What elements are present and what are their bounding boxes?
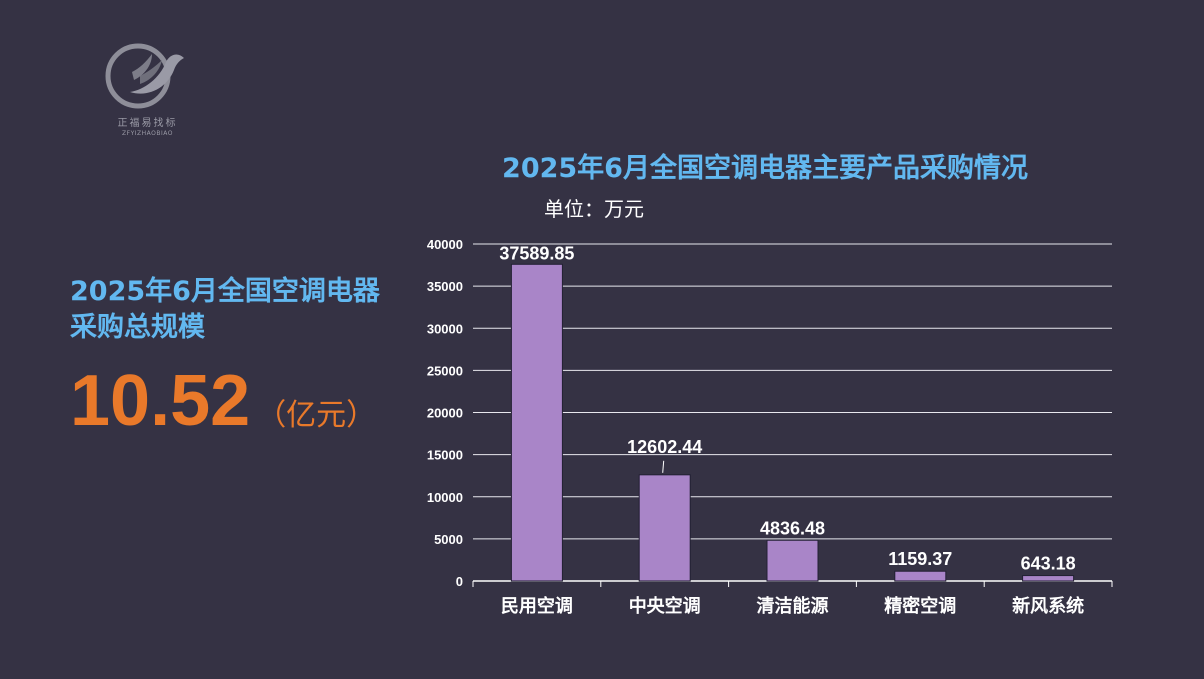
y-tick-label: 10000	[427, 490, 463, 505]
data-label: 1159.37	[888, 549, 952, 569]
total-scale-title-line2: 采购总规模	[70, 312, 205, 343]
data-label-leader	[662, 460, 665, 473]
logo-chinese-name: 正福易找标	[117, 118, 178, 129]
data-label: 4836.48	[760, 518, 825, 538]
y-tick-label: 5000	[434, 532, 463, 547]
logo: 正福易找标 ZFYIZHAOBIAO	[100, 40, 195, 140]
bar-5	[1022, 575, 1075, 582]
y-tick-label: 0	[456, 574, 463, 589]
y-tick-label: 35000	[427, 279, 463, 294]
bar-1	[510, 263, 563, 582]
total-unit: （亿元）	[256, 398, 377, 433]
bar-chart: 0 5000 10000 15000 20000 25000 30000 35000 40000…	[427, 237, 1113, 616]
bar-2	[638, 474, 691, 582]
data-label: 37589.85	[499, 243, 574, 263]
chart-title: 2025年6月全国空调电器主要产品采购情况	[502, 153, 1028, 184]
category-label: 中央空调	[629, 595, 701, 616]
total-scale-title-line1: 2025年6月全国空调电器	[70, 276, 380, 307]
y-tick-label: 40000	[427, 237, 463, 252]
category-label: 民用空调	[501, 595, 573, 616]
category-label: 清洁能源	[757, 595, 829, 616]
eagle-logo-icon	[105, 43, 184, 109]
category-label: 新风系统	[1012, 595, 1084, 616]
y-tick-label: 30000	[427, 321, 463, 336]
total-scale-title: 2025年6月全国空调电器 采购总规模	[70, 274, 380, 346]
y-tick-label: 25000	[427, 363, 463, 378]
y-tick-label: 20000	[427, 406, 463, 421]
data-label: 643.18	[1021, 554, 1076, 574]
bar-3	[766, 539, 819, 582]
bar-4	[894, 570, 947, 582]
total-amount: 10.52 （亿元）	[70, 360, 376, 442]
total-value: 10.52	[70, 361, 251, 441]
y-tick-label: 15000	[427, 448, 463, 463]
category-label: 精密空调	[884, 595, 956, 616]
chart-unit-label: 单位：万元	[544, 197, 644, 221]
logo-english-name: ZFYIZHAOBIAO	[122, 130, 173, 137]
data-label: 12602.44	[627, 437, 702, 457]
